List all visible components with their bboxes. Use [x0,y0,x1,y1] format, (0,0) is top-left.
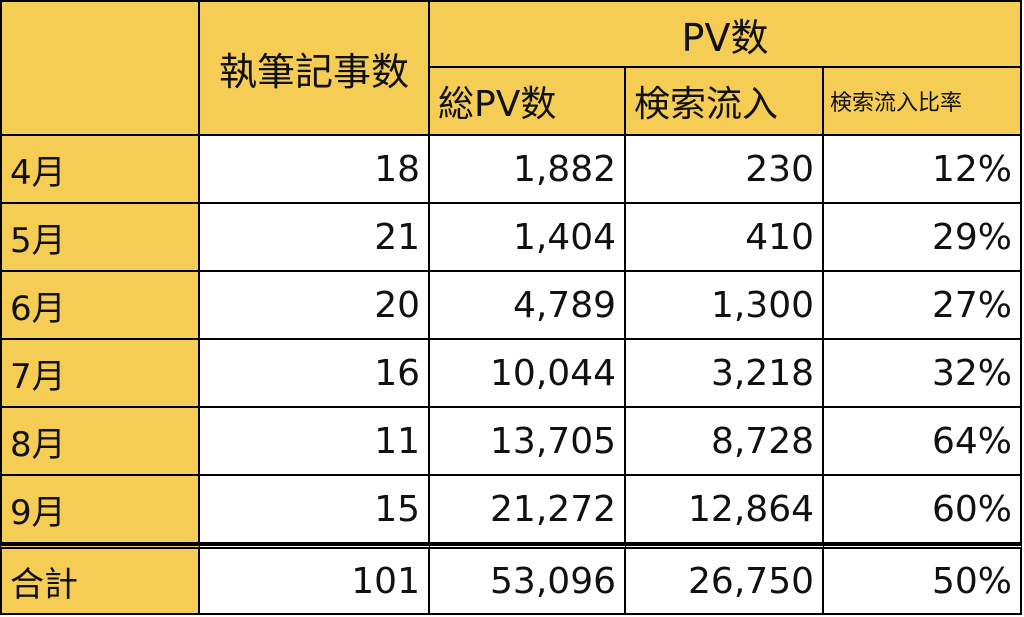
corner-header-cell [0,0,200,136]
month-label: 5月 [0,204,200,272]
total-pv-value: 10,044 [430,340,626,408]
month-label: 8月 [0,408,200,476]
total-pv-value: 1,404 [430,204,626,272]
total-pv-value: 21,272 [430,476,626,544]
month-label: 6月 [0,272,200,340]
ratio-value: 29% [824,204,1022,272]
articles-value: 21 [200,204,430,272]
total-search-value: 26,750 [626,544,824,615]
search-value: 12,864 [626,476,824,544]
ratio-value: 60% [824,476,1022,544]
search-value: 230 [626,136,824,204]
total-ratio-value: 50% [824,544,1022,615]
search-header: 検索流入 [626,68,824,136]
total-pv-value: 4,789 [430,272,626,340]
search-value: 3,218 [626,340,824,408]
articles-value: 20 [200,272,430,340]
total-pv-header: 総PV数 [430,68,626,136]
search-value: 1,300 [626,272,824,340]
articles-value: 11 [200,408,430,476]
month-label: 7月 [0,340,200,408]
total-pv-sum-value: 53,096 [430,544,626,615]
total-pv-value: 13,705 [430,408,626,476]
ratio-value: 64% [824,408,1022,476]
total-articles-value: 101 [200,544,430,615]
ratio-value: 27% [824,272,1022,340]
ratio-value: 12% [824,136,1022,204]
total-label: 合計 [0,544,200,615]
articles-value: 18 [200,136,430,204]
search-value: 410 [626,204,824,272]
ratio-header: 検索流入比率 [824,68,1022,136]
search-value: 8,728 [626,408,824,476]
month-label: 9月 [0,476,200,544]
month-label: 4月 [0,136,200,204]
pv-group-header: PV数 [430,0,1022,68]
articles-header: 執筆記事数 [200,0,430,136]
articles-value: 15 [200,476,430,544]
total-pv-value: 1,882 [430,136,626,204]
articles-value: 16 [200,340,430,408]
ratio-value: 32% [824,340,1022,408]
